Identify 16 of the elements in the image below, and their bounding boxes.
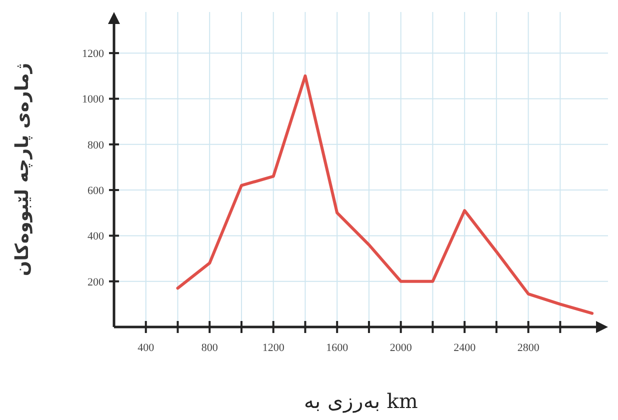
x-tick-label: 800 — [201, 342, 218, 354]
x-tick-label: 2000 — [390, 342, 412, 354]
y-tick-label: 800 — [88, 139, 104, 152]
y-tick-label: 200 — [88, 276, 104, 288]
x-tick-label: 2800 — [517, 342, 540, 354]
x-axis-title: بەرزی بە km — [304, 389, 418, 413]
x-tick-label: 400 — [138, 342, 155, 354]
y-axis-title: ژمارەی پارچە لێبووەکان — [12, 62, 33, 276]
x-tick-label: 2400 — [454, 342, 476, 354]
x-tick-label: 1200 — [262, 342, 285, 354]
line-series — [176, 74, 594, 315]
y-tick-label: 1000 — [82, 94, 104, 106]
y-tick-label: 600 — [88, 185, 104, 198]
x-tick-label: 1600 — [326, 342, 349, 354]
y-tick-label: 1200 — [82, 48, 104, 60]
y-tick-label: 400 — [88, 230, 104, 243]
